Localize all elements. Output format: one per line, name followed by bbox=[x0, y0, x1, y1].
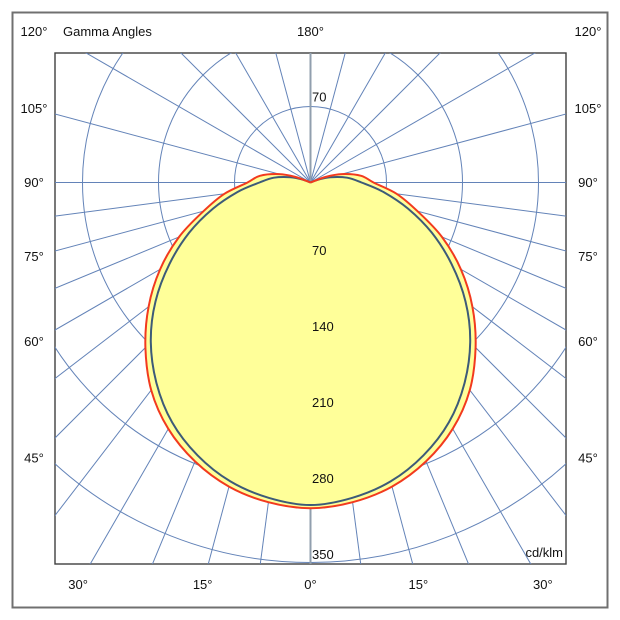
gamma-angle-label-right: 60° bbox=[578, 334, 598, 349]
outer-border bbox=[11, 11, 609, 609]
radial-tick-label: 280 bbox=[312, 471, 334, 486]
top-left-gamma-label: 120° bbox=[21, 24, 48, 39]
gamma-ray bbox=[55, 113, 311, 183]
top-center-gamma-label: 180° bbox=[297, 24, 324, 39]
gamma-angle-label-bottom: 0° bbox=[304, 577, 316, 592]
gamma-angle-label-left: 90° bbox=[24, 175, 44, 190]
radial-tick-label: 70 bbox=[312, 90, 326, 105]
radial-tick-label: 210 bbox=[312, 395, 334, 410]
gamma-ray bbox=[180, 53, 311, 183]
gamma-angle-label-left: 45° bbox=[24, 451, 44, 466]
c0-plane-fill bbox=[145, 174, 476, 509]
gamma-angle-label-bottom: 30° bbox=[533, 577, 553, 592]
top-right-gamma-label: 120° bbox=[575, 24, 602, 39]
tick-labels: 105° 90° 75° 60° 45° 105° 90° 75° 60° 45° 30° 15° 0°… bbox=[21, 90, 602, 593]
gamma-angle-label-left: 75° bbox=[24, 249, 44, 264]
radial-tick-label: 140 bbox=[312, 319, 334, 334]
gamma-angle-label-bottom: 15° bbox=[409, 577, 429, 592]
c0-plane-curve bbox=[144, 173, 477, 510]
gamma-ray bbox=[310, 53, 346, 183]
c90-plane-curve bbox=[149, 175, 472, 507]
gamma-ray bbox=[310, 53, 386, 183]
gamma-ray bbox=[85, 53, 311, 183]
gamma-angle-label-right: 90° bbox=[578, 175, 598, 190]
gamma-ray bbox=[310, 53, 536, 183]
gamma-ray bbox=[55, 182, 311, 217]
gamma-ray bbox=[310, 113, 566, 183]
intensity-curves bbox=[144, 173, 477, 510]
gamma-ray bbox=[235, 53, 311, 183]
radial-tick-label: 70 bbox=[312, 243, 326, 258]
gamma-ray bbox=[275, 53, 311, 183]
gamma-ray bbox=[310, 182, 566, 217]
gamma-angle-label-right: 105° bbox=[575, 101, 602, 116]
gamma-angle-label-bottom: 15° bbox=[193, 577, 213, 592]
gamma-angle-label-right: 45° bbox=[578, 451, 598, 466]
gamma-angle-label-right: 75° bbox=[578, 249, 598, 264]
gamma-angle-label-bottom: 30° bbox=[68, 577, 88, 592]
diagram-title: Gamma Angles bbox=[63, 24, 152, 39]
gamma-ray bbox=[310, 53, 441, 183]
gamma-angle-label-left: 60° bbox=[24, 334, 44, 349]
unit-label: cd/klm bbox=[525, 545, 563, 560]
radial-tick-label: 350 bbox=[312, 547, 334, 562]
gamma-angle-label-left: 105° bbox=[21, 101, 48, 116]
